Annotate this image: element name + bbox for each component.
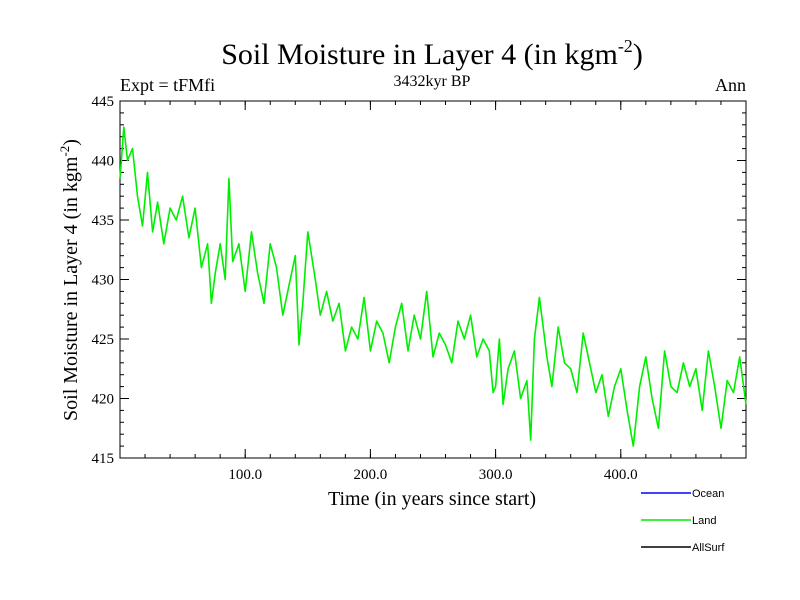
season-label: Ann (715, 75, 746, 95)
chart-title: Soil Moisture in Layer 4 (in kgm-2) (221, 36, 643, 71)
x-tick-label: 100.0 (228, 467, 262, 483)
x-tick-label: 300.0 (479, 467, 513, 483)
y-tick-label: 420 (92, 392, 115, 408)
chart-title-superscript: -2 (618, 36, 633, 56)
chart-title-text: Soil Moisture in Layer 4 (in kgm (221, 38, 618, 71)
y-tick-label: 445 (92, 94, 115, 110)
y-tick-label: 435 (92, 213, 115, 229)
legend-label-ocean: Ocean (692, 488, 724, 500)
y-tick-label: 415 (92, 451, 115, 467)
period-label: 3432kyr BP (394, 73, 471, 90)
y-axis-label: Soil Moisture in Layer 4 (in kgm-2) (57, 139, 82, 421)
y-axis-label-text: Soil Moisture in Layer 4 (in kgm (60, 156, 82, 421)
y-tick-label: 425 (92, 332, 115, 348)
y-axis-label-close: ) (60, 139, 82, 146)
plot-area: 100.0 200.0 300.0 400.0 415 420 425 430 435 440 44… (92, 94, 747, 483)
y-tick-label: 440 (92, 154, 115, 170)
legend-label-land: Land (692, 515, 716, 527)
x-tick-label: 400.0 (604, 467, 638, 483)
y-axis-label-superscript: -2 (57, 146, 72, 157)
x-tick-label: 200.0 (354, 467, 388, 483)
x-axis-label: Time (in years since start) (328, 488, 536, 510)
chart-title-close: ) (633, 38, 643, 71)
legend: Ocean Land AllSurf (641, 488, 725, 554)
y-tick-label: 430 (92, 273, 115, 289)
legend-label-allsurf: AllSurf (692, 542, 725, 554)
series-line-land (119, 126, 747, 447)
experiment-label: Expt = tFMfi (120, 75, 215, 95)
